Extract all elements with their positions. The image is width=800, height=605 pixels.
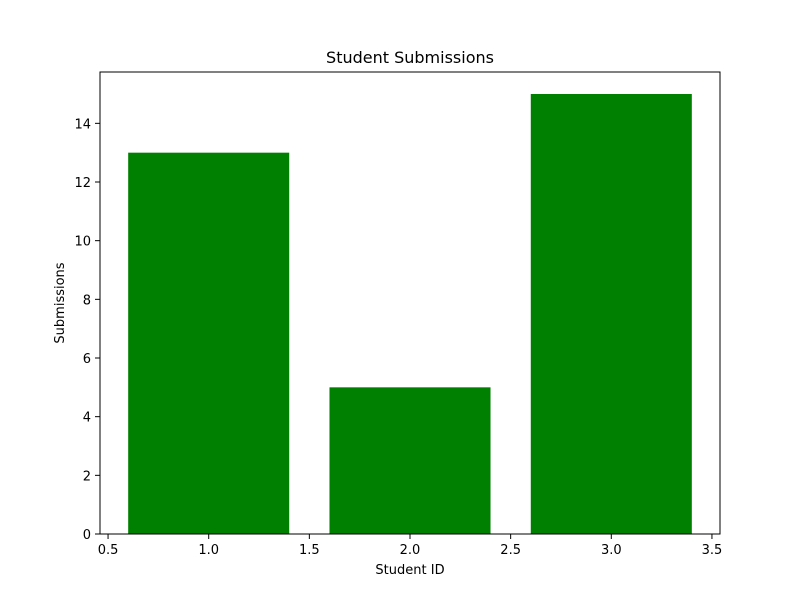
x-axis-ticks: 0.5 1.0 1.5 2.0 2.5 3.0 3.5	[98, 534, 723, 558]
x-tick-label: 2.0	[400, 543, 421, 558]
bar-1	[128, 152, 290, 534]
x-tick-label: 2.5	[500, 543, 521, 558]
x-tick-label: 0.5	[98, 543, 119, 558]
y-tick-label: 2	[83, 469, 91, 484]
y-axis-ticks: 0 2 4 6 8 10 12 14	[74, 117, 100, 543]
bar-2	[329, 387, 491, 534]
bar-3	[530, 94, 692, 534]
x-tick-label: 1.0	[198, 543, 219, 558]
x-axis-label: Student ID	[375, 563, 444, 578]
x-tick-label: 1.5	[299, 543, 320, 558]
y-axis-label: Submissions	[53, 262, 68, 343]
x-tick-label: 3.0	[601, 543, 622, 558]
chart-title: Student Submissions	[326, 48, 494, 67]
y-tick-label: 6	[83, 352, 91, 367]
x-tick-label: 3.5	[702, 543, 723, 558]
bars-layer	[128, 94, 692, 534]
y-tick-label: 4	[83, 411, 91, 426]
y-tick-label: 14	[74, 117, 91, 132]
y-tick-label: 8	[83, 293, 91, 308]
y-tick-label: 0	[83, 528, 91, 543]
y-tick-label: 12	[74, 176, 91, 191]
y-tick-label: 10	[74, 235, 91, 250]
